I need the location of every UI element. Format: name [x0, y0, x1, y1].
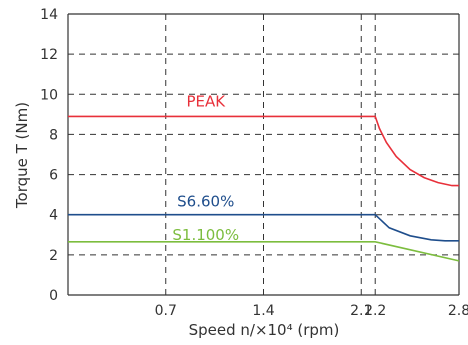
x-tick-label: 0.7 — [155, 303, 177, 319]
y-tick-label: 0 — [49, 288, 58, 304]
series-labels: PEAK S6.60% S1.100% — [172, 92, 239, 243]
y-tick-label: 2 — [49, 248, 58, 264]
y-tick-label: 12 — [40, 47, 58, 63]
grid — [68, 14, 459, 295]
x-tick-label: 1.4 — [252, 303, 274, 319]
series-label-s6-60-: S6.60% — [177, 193, 234, 211]
y-axis-label: Torque T (Nm) — [13, 102, 31, 209]
y-tick-label: 14 — [40, 7, 58, 23]
y-tick-label: 6 — [49, 168, 58, 184]
x-tick-label: 2.8 — [448, 303, 468, 319]
y-tick-label: 4 — [49, 208, 58, 224]
x-tick-label: 2.2 — [364, 303, 386, 319]
series-label-s1-100-: S1.100% — [172, 226, 239, 244]
series-label-peak: PEAK — [186, 92, 226, 110]
x-axis-label: Speed n/×10⁴ (rpm) — [189, 321, 340, 339]
y-tick-label: 10 — [40, 87, 58, 103]
y-tick-label: 8 — [49, 127, 58, 143]
